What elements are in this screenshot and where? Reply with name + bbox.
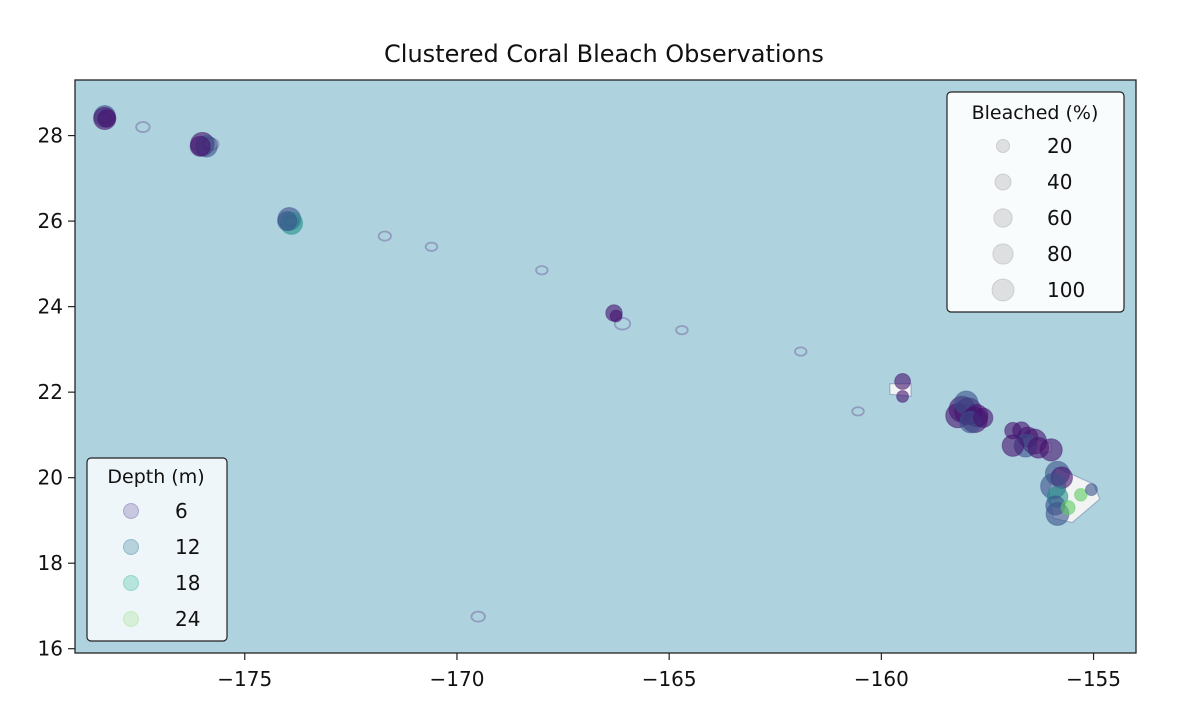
observation-point xyxy=(1074,487,1088,502)
observation-point xyxy=(1060,500,1076,516)
size-legend-marker xyxy=(992,243,1014,265)
size-legend-label: 40 xyxy=(1047,170,1072,194)
contour-ring xyxy=(135,121,151,133)
size-legend-marker xyxy=(993,208,1013,228)
observation-point xyxy=(973,407,994,428)
observation-point xyxy=(1084,483,1098,497)
observation-point xyxy=(1039,438,1063,462)
observation-point xyxy=(97,109,117,128)
contour-ring xyxy=(470,610,486,623)
color-legend-box xyxy=(86,457,228,642)
depth-color-legend: Depth (m) 6 12 18 24 xyxy=(86,457,228,642)
y-tick-label: 28 xyxy=(38,124,63,148)
x-tick-label: −175 xyxy=(217,667,272,691)
color-legend-marker xyxy=(123,503,139,519)
color-legend-label: 24 xyxy=(175,607,200,631)
size-legend-title: Bleached (%) xyxy=(972,102,1099,124)
contour-ring xyxy=(424,241,439,252)
x-axis: −175 −170 −165 −160 −155 xyxy=(217,653,1121,691)
color-legend-marker xyxy=(123,539,139,555)
bleached-size-legend: Bleached (%) 20 40 60 80 100 xyxy=(946,91,1125,313)
contour-ring xyxy=(377,230,392,242)
color-legend-title: Depth (m) xyxy=(107,466,204,488)
size-legend-marker xyxy=(991,278,1015,302)
x-tick-label: −165 xyxy=(642,667,697,691)
size-legend-marker xyxy=(995,138,1011,154)
color-legend-label: 6 xyxy=(175,499,188,523)
contour-ring xyxy=(851,406,865,417)
observation-point xyxy=(1001,434,1025,457)
color-legend-marker xyxy=(123,611,139,627)
observation-points xyxy=(93,105,1098,526)
observation-point xyxy=(189,135,211,157)
y-tick-label: 24 xyxy=(38,295,63,319)
y-tick-label: 22 xyxy=(38,380,63,404)
x-tick-label: −170 xyxy=(429,667,484,691)
size-legend-box xyxy=(946,91,1125,313)
y-tick-label: 18 xyxy=(38,551,63,575)
contour-ring xyxy=(613,317,632,331)
x-tick-label: −160 xyxy=(854,667,909,691)
plot-frame xyxy=(74,79,1137,654)
size-legend-marker xyxy=(994,173,1012,191)
contour-ring xyxy=(535,265,549,276)
size-legend-label: 80 xyxy=(1047,242,1072,266)
color-legend-marker xyxy=(123,575,139,591)
observation-point xyxy=(277,210,298,232)
observation-point xyxy=(894,373,912,390)
observation-point xyxy=(609,309,623,323)
contour-ring xyxy=(675,325,689,336)
size-legend-label: 20 xyxy=(1047,134,1072,158)
x-tick-label: −155 xyxy=(1066,667,1121,691)
size-legend-label: 100 xyxy=(1047,278,1085,302)
color-legend-label: 12 xyxy=(175,535,200,559)
color-legend-label: 18 xyxy=(175,571,200,595)
y-tick-label: 26 xyxy=(38,209,63,233)
observation-point xyxy=(896,389,910,403)
y-tick-label: 20 xyxy=(38,466,63,490)
size-legend-label: 60 xyxy=(1047,206,1072,230)
contour-ring xyxy=(794,346,808,357)
chart-title: Clustered Coral Bleach Observations xyxy=(384,40,824,68)
y-axis: 16 18 20 22 24 26 28 xyxy=(38,124,75,661)
y-tick-label: 16 xyxy=(38,637,63,661)
